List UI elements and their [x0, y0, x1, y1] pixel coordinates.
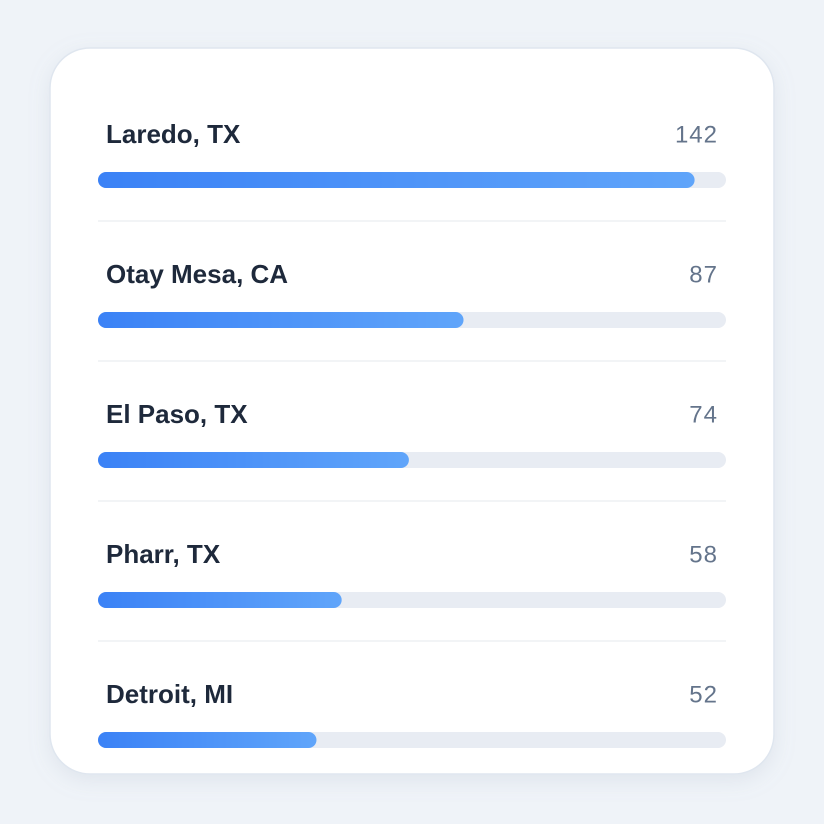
row-label: Pharr, TX	[106, 539, 221, 569]
bar	[98, 172, 695, 188]
row-value: 87	[689, 261, 718, 288]
row-label: El Paso, TX	[106, 399, 248, 429]
row-value: 58	[689, 541, 718, 568]
row-label: Laredo, TX	[106, 119, 241, 149]
bar	[98, 732, 317, 748]
row-label: Detroit, MI	[106, 679, 233, 709]
bar	[98, 452, 409, 468]
list: Laredo, TX 142 Otay Mesa, CA 87 El Paso, TX 7…	[98, 119, 726, 748]
row-value: 52	[689, 681, 718, 708]
row-value: 142	[675, 121, 718, 148]
bar	[98, 592, 342, 608]
row-value: 74	[689, 401, 718, 428]
bar	[98, 312, 464, 328]
row-label: Otay Mesa, CA	[106, 259, 288, 289]
